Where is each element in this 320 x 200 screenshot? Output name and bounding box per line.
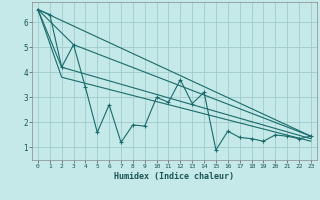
X-axis label: Humidex (Indice chaleur): Humidex (Indice chaleur) <box>115 172 234 181</box>
